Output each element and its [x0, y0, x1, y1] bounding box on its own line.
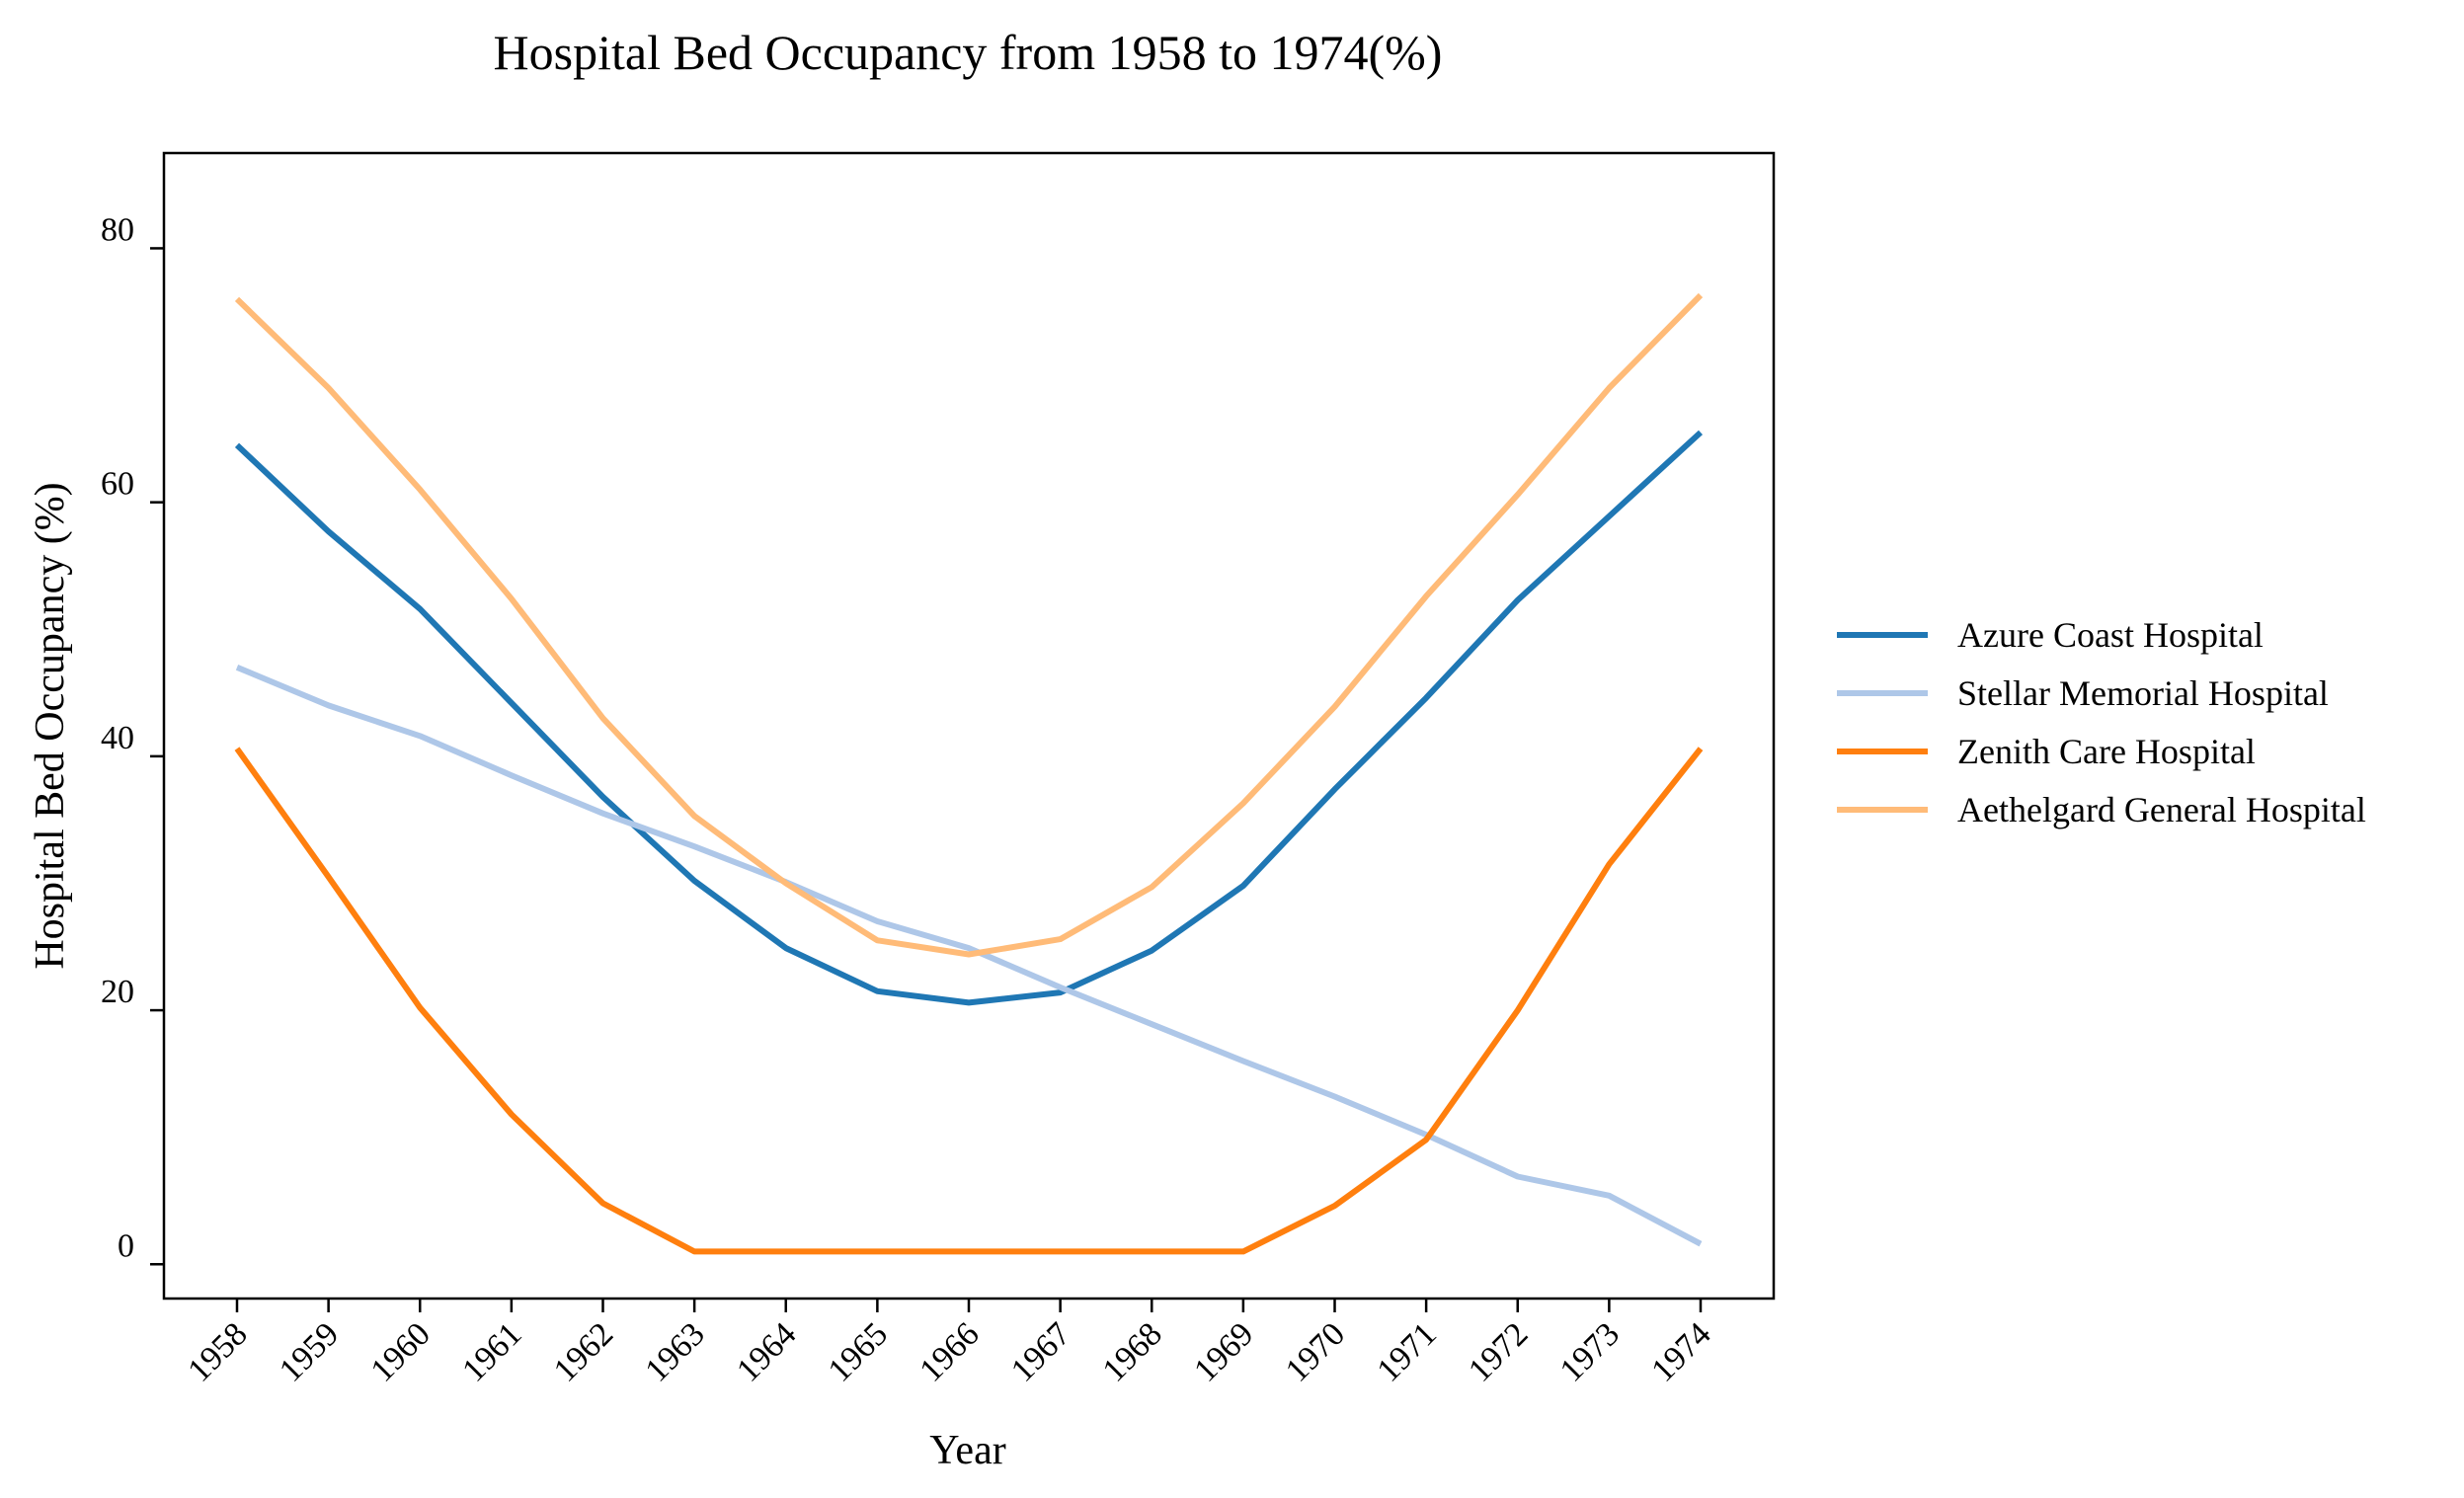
y-axis-label: Hospital Bed Occupancy (%)	[28, 482, 73, 969]
x-tick-label: 1959	[273, 1315, 346, 1388]
y-tick-label: 80	[101, 211, 134, 248]
x-tick-label: 1964	[730, 1315, 803, 1388]
x-tick-label: 1966	[913, 1315, 986, 1388]
legend: Azure Coast Hospital Stellar Memorial Hos…	[1837, 615, 2366, 829]
series-layer	[234, 292, 1704, 1255]
legend-label-2: Zenith Care Hospital	[1957, 732, 2256, 771]
y-axis: 0 20 40 60 80	[101, 211, 164, 1266]
x-tick-label: 1973	[1553, 1315, 1627, 1388]
y-tick-label: 60	[101, 466, 134, 503]
series-line-3	[234, 292, 1704, 958]
y-tick-label: 20	[101, 974, 134, 1010]
series-line-2	[234, 747, 1704, 1255]
x-tick-label: 1961	[455, 1315, 528, 1388]
x-axis-label: Year	[929, 1428, 1005, 1473]
series-line-1	[235, 665, 1703, 1247]
x-tick-label: 1969	[1187, 1315, 1260, 1388]
legend-label-3: Aethelgard General Hospital	[1957, 790, 2366, 829]
plot-area-frame	[162, 151, 1776, 1301]
x-tick-label: 1965	[822, 1315, 895, 1388]
legend-label-0: Azure Coast Hospital	[1957, 615, 2264, 655]
x-tick-label: 1971	[1371, 1315, 1444, 1388]
y-tick-label: 40	[101, 720, 134, 756]
x-tick-label: 1972	[1462, 1315, 1535, 1388]
x-axis: 1958 1959 1960 1961 1962 1963 1964 1965 1966 1967…	[181, 1299, 1718, 1389]
series-line-0	[234, 430, 1704, 1006]
x-tick-label: 1958	[181, 1315, 254, 1388]
x-tick-label: 1960	[364, 1315, 437, 1388]
x-tick-label: 1974	[1644, 1315, 1717, 1388]
x-tick-label: 1967	[1004, 1315, 1077, 1388]
x-tick-label: 1970	[1279, 1315, 1352, 1388]
legend-label-1: Stellar Memorial Hospital	[1957, 673, 2329, 713]
x-tick-label: 1968	[1096, 1315, 1169, 1388]
y-tick-label: 0	[118, 1227, 134, 1264]
x-tick-label: 1963	[639, 1315, 712, 1388]
x-tick-label: 1962	[547, 1315, 620, 1388]
chart-title: Hospital Bed Occupancy from 1958 to 1974…	[494, 25, 1443, 80]
